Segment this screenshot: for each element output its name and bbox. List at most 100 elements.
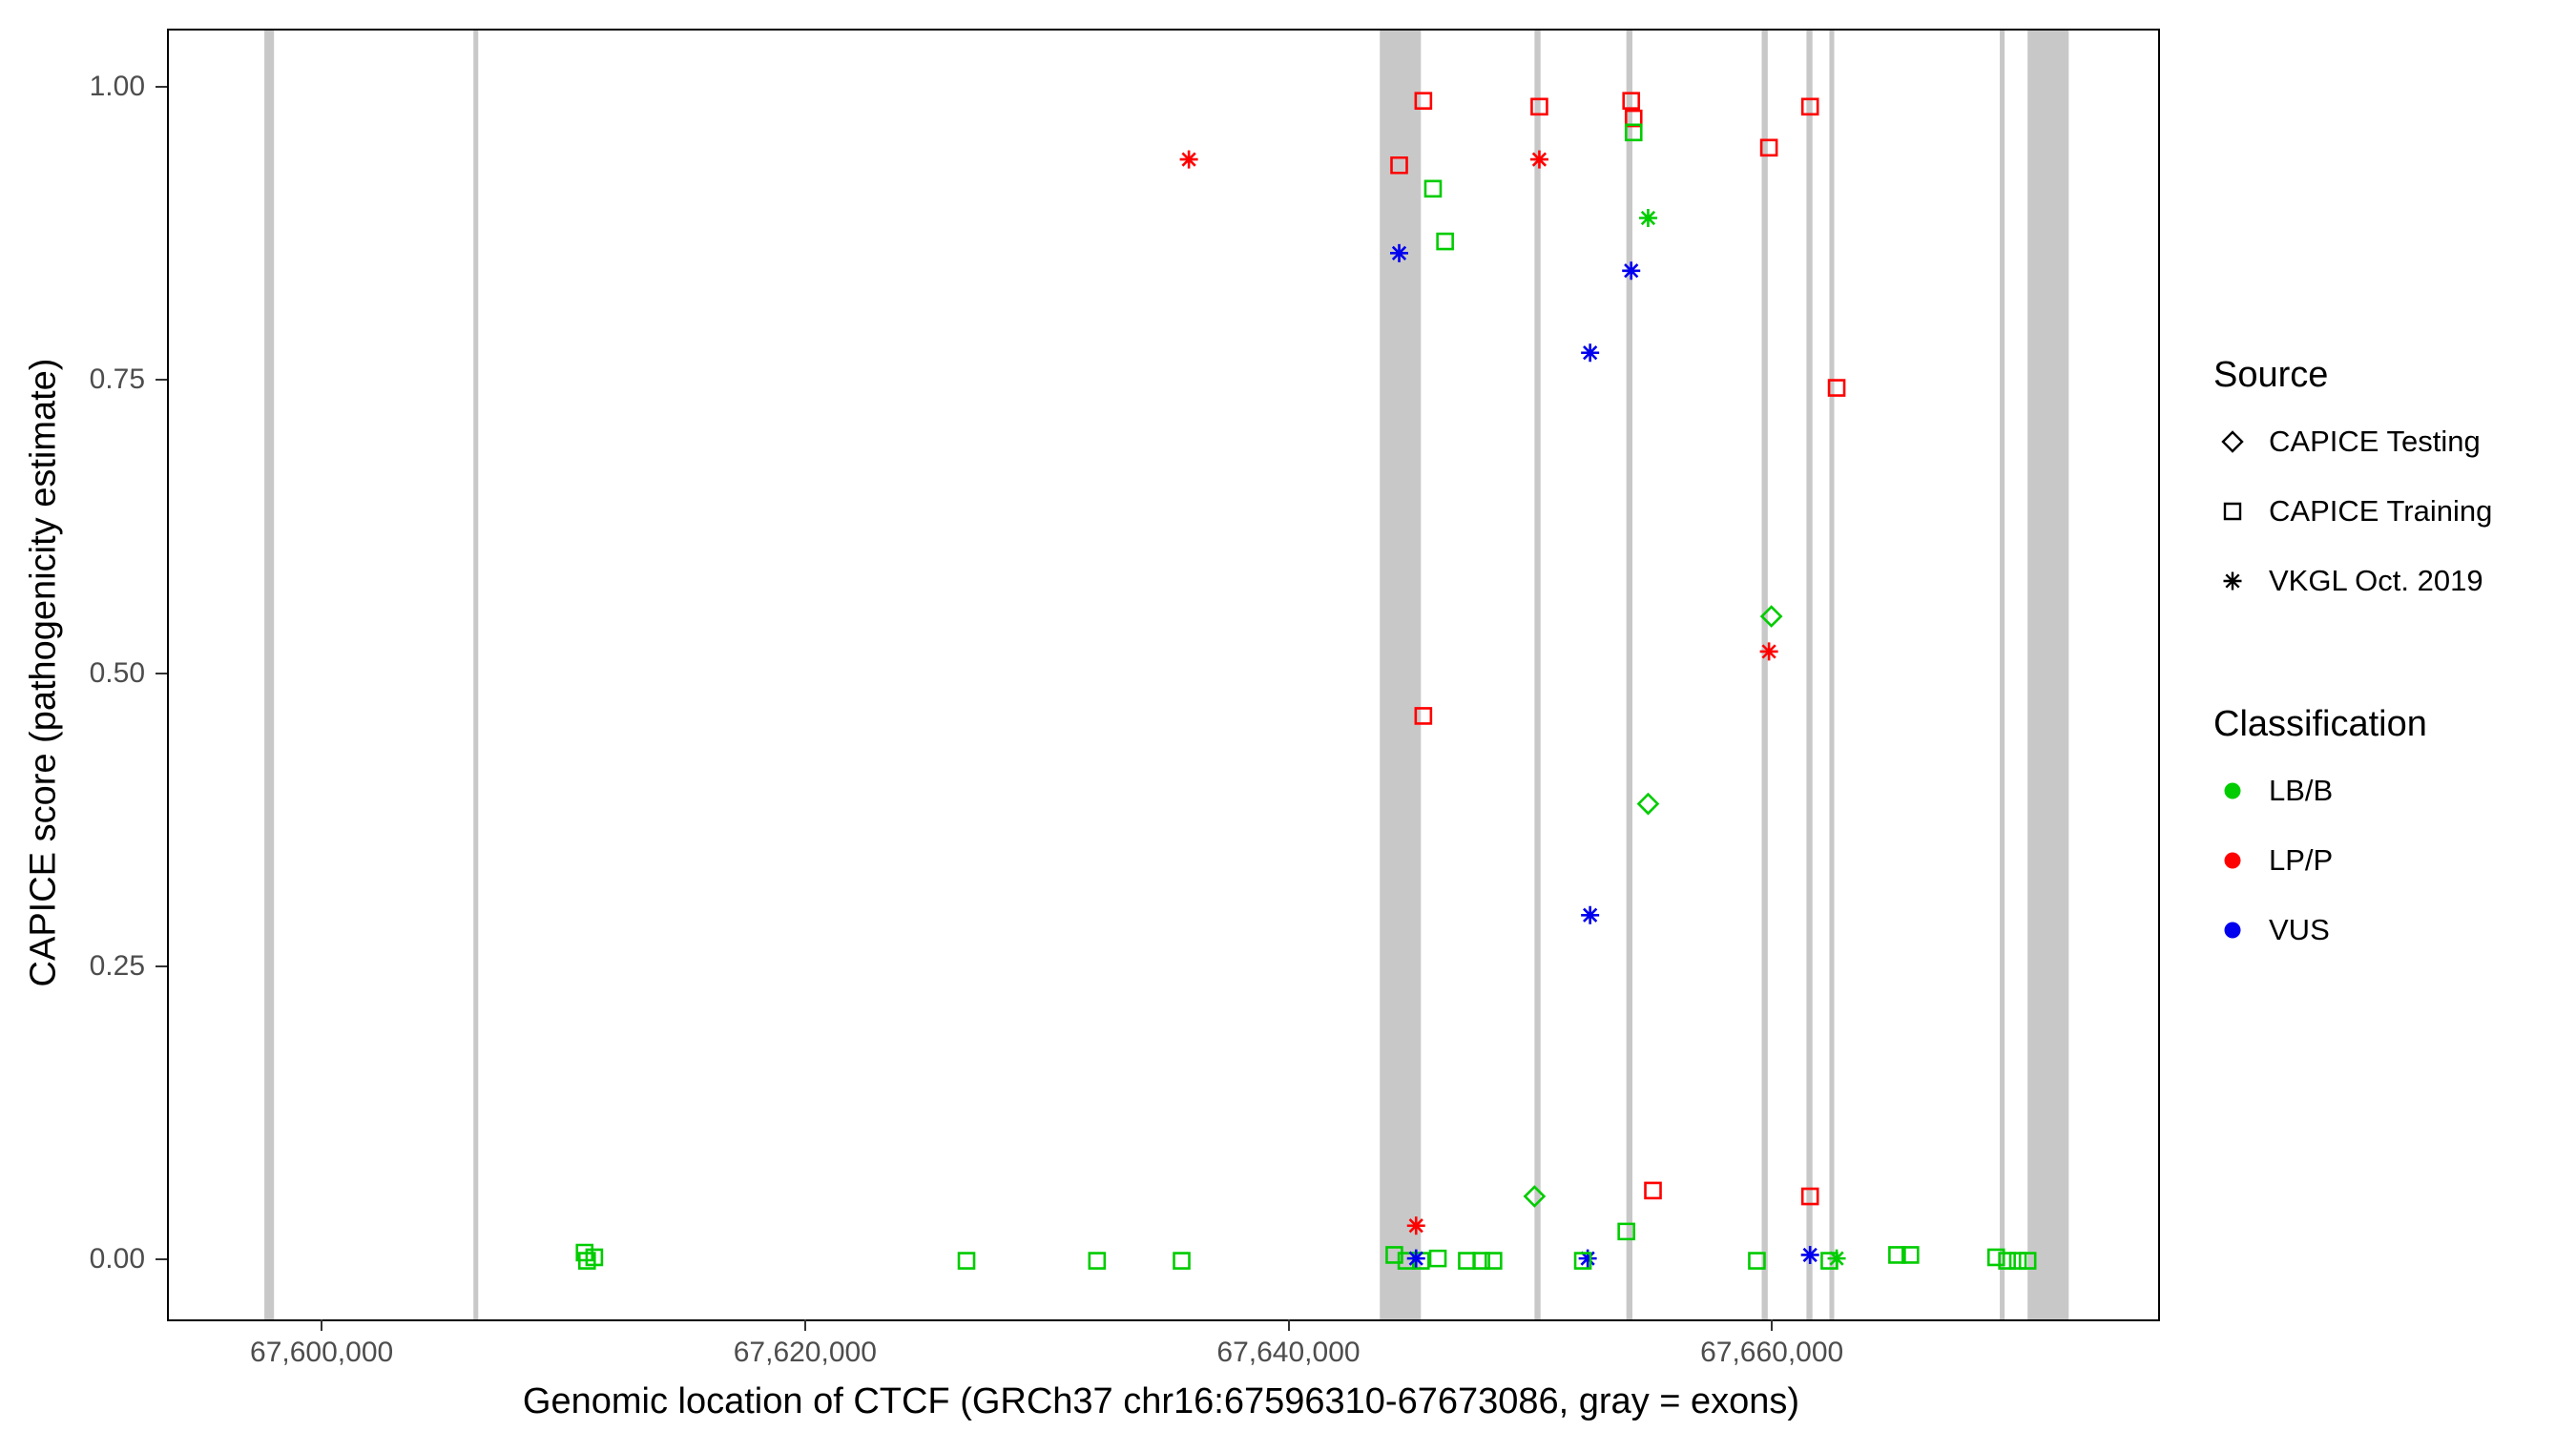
data-point xyxy=(1458,1252,1476,1270)
circle-icon xyxy=(2224,782,2241,799)
data-point xyxy=(1412,1252,1430,1270)
data-point xyxy=(1759,605,1783,628)
data-point xyxy=(1390,156,1408,175)
data-point xyxy=(1636,792,1660,816)
x-tick-mark xyxy=(321,1319,323,1331)
data-point xyxy=(1485,1252,1503,1270)
circle-icon xyxy=(2224,852,2241,869)
y-tick-mark xyxy=(156,86,167,89)
data-point xyxy=(585,1248,604,1267)
y-tick-mark xyxy=(156,1257,167,1260)
y-tick-label: 0.00 xyxy=(89,1242,145,1275)
legend-item-label: VKGL Oct. 2019 xyxy=(2269,564,2483,597)
data-point xyxy=(1644,1181,1662,1200)
legend-item-label: LB/B xyxy=(2269,774,2334,807)
data-point xyxy=(1578,1249,1597,1268)
data-point xyxy=(1901,1246,1920,1264)
legend-item: LP/P xyxy=(2213,841,2566,880)
exon-bar xyxy=(1380,31,1422,1319)
data-point xyxy=(1759,642,1778,661)
data-point xyxy=(1436,232,1454,251)
plot-canvas xyxy=(264,31,2069,1319)
y-tick-label: 1.00 xyxy=(89,71,145,103)
data-point xyxy=(1827,379,1846,397)
asterisk-icon xyxy=(2223,571,2242,591)
data-point xyxy=(575,1243,594,1262)
exon-bar xyxy=(1761,31,1768,1319)
data-point xyxy=(1428,1249,1447,1268)
data-point xyxy=(1581,343,1600,363)
data-point xyxy=(1529,150,1548,169)
data-point xyxy=(1622,261,1641,280)
x-axis-title: Genomic location of CTCF (GRCh37 chr16:6… xyxy=(522,1381,1800,1421)
diamond-icon xyxy=(2221,430,2244,453)
y-tick-mark xyxy=(156,379,167,382)
data-point xyxy=(1800,97,1819,116)
legend-item: VUS xyxy=(2213,911,2566,949)
data-point xyxy=(1385,1246,1403,1264)
data-point xyxy=(1827,1249,1846,1268)
data-point xyxy=(1173,1252,1191,1270)
legend-item: CAPICE Testing xyxy=(2213,423,2566,461)
legend-item-label: LP/P xyxy=(2269,843,2334,877)
legend: Source CAPICE Testing CAPICE Training VKGL… xyxy=(2213,355,2566,981)
asterisk-icon xyxy=(2223,571,2242,591)
y-tick-label: 0.75 xyxy=(89,363,145,396)
data-point xyxy=(577,1252,596,1270)
exon-bar xyxy=(1534,31,1541,1319)
data-point xyxy=(1423,179,1443,198)
legend-item-label: CAPICE Testing xyxy=(2269,425,2481,458)
data-point xyxy=(1748,1252,1766,1270)
data-point xyxy=(1800,1187,1819,1206)
data-point xyxy=(1573,1252,1592,1270)
data-point xyxy=(1406,1249,1425,1268)
legend-classification-items: LB/B LP/P VUS xyxy=(2213,772,2566,949)
data-point xyxy=(1179,150,1198,169)
legend-item: VKGL Oct. 2019 xyxy=(2213,562,2566,600)
legend-source-items: CAPICE Testing CAPICE Training VKGL Oct. 2… xyxy=(2213,423,2566,600)
data-point xyxy=(1624,123,1643,142)
data-point xyxy=(1800,1245,1819,1264)
data-point xyxy=(2018,1252,2037,1270)
exon-bar xyxy=(1806,31,1813,1319)
legend-item-label: CAPICE Training xyxy=(2269,494,2493,528)
data-point xyxy=(1390,243,1409,262)
y-tick-mark xyxy=(156,672,167,674)
legend-classification-title: Classification xyxy=(2213,704,2427,744)
exon-bar xyxy=(2000,31,2005,1319)
y-tick-mark xyxy=(156,964,167,967)
data-point xyxy=(1581,905,1600,924)
x-tick-mark xyxy=(1287,1319,1290,1331)
y-tick-label: 0.25 xyxy=(89,949,145,982)
data-point xyxy=(957,1252,976,1270)
data-point xyxy=(1622,92,1641,110)
x-tick-label: 67,600,000 xyxy=(250,1337,394,1368)
x-tick-label: 67,660,000 xyxy=(1700,1337,1844,1368)
x-tick-label: 67,640,000 xyxy=(1216,1337,1361,1368)
data-point xyxy=(1414,92,1433,110)
data-point xyxy=(1406,1216,1425,1235)
circle-icon xyxy=(2224,852,2241,869)
legend-source-title: Source xyxy=(2213,355,2329,395)
square-icon xyxy=(2223,502,2242,521)
square-icon xyxy=(2223,502,2242,521)
x-tick-label: 67,620,000 xyxy=(733,1337,877,1368)
exon-bar xyxy=(1829,31,1835,1319)
circle-icon xyxy=(2224,922,2241,939)
legend-item: CAPICE Training xyxy=(2213,492,2566,530)
diamond-icon xyxy=(2221,430,2244,453)
exon-bar xyxy=(1626,31,1632,1319)
data-point xyxy=(1530,97,1548,116)
data-point xyxy=(1617,1222,1635,1241)
plot-panel xyxy=(167,29,2160,1321)
legend-gap xyxy=(2213,632,2566,704)
legend-item: LB/B xyxy=(2213,772,2566,810)
data-point xyxy=(1986,1248,2005,1267)
exon-bar xyxy=(264,31,275,1319)
x-tick-mark xyxy=(1771,1319,1774,1331)
data-point xyxy=(1523,1185,1547,1208)
circle-icon xyxy=(2224,782,2241,799)
y-tick-label: 0.50 xyxy=(89,656,145,689)
circle-icon xyxy=(2224,922,2241,939)
